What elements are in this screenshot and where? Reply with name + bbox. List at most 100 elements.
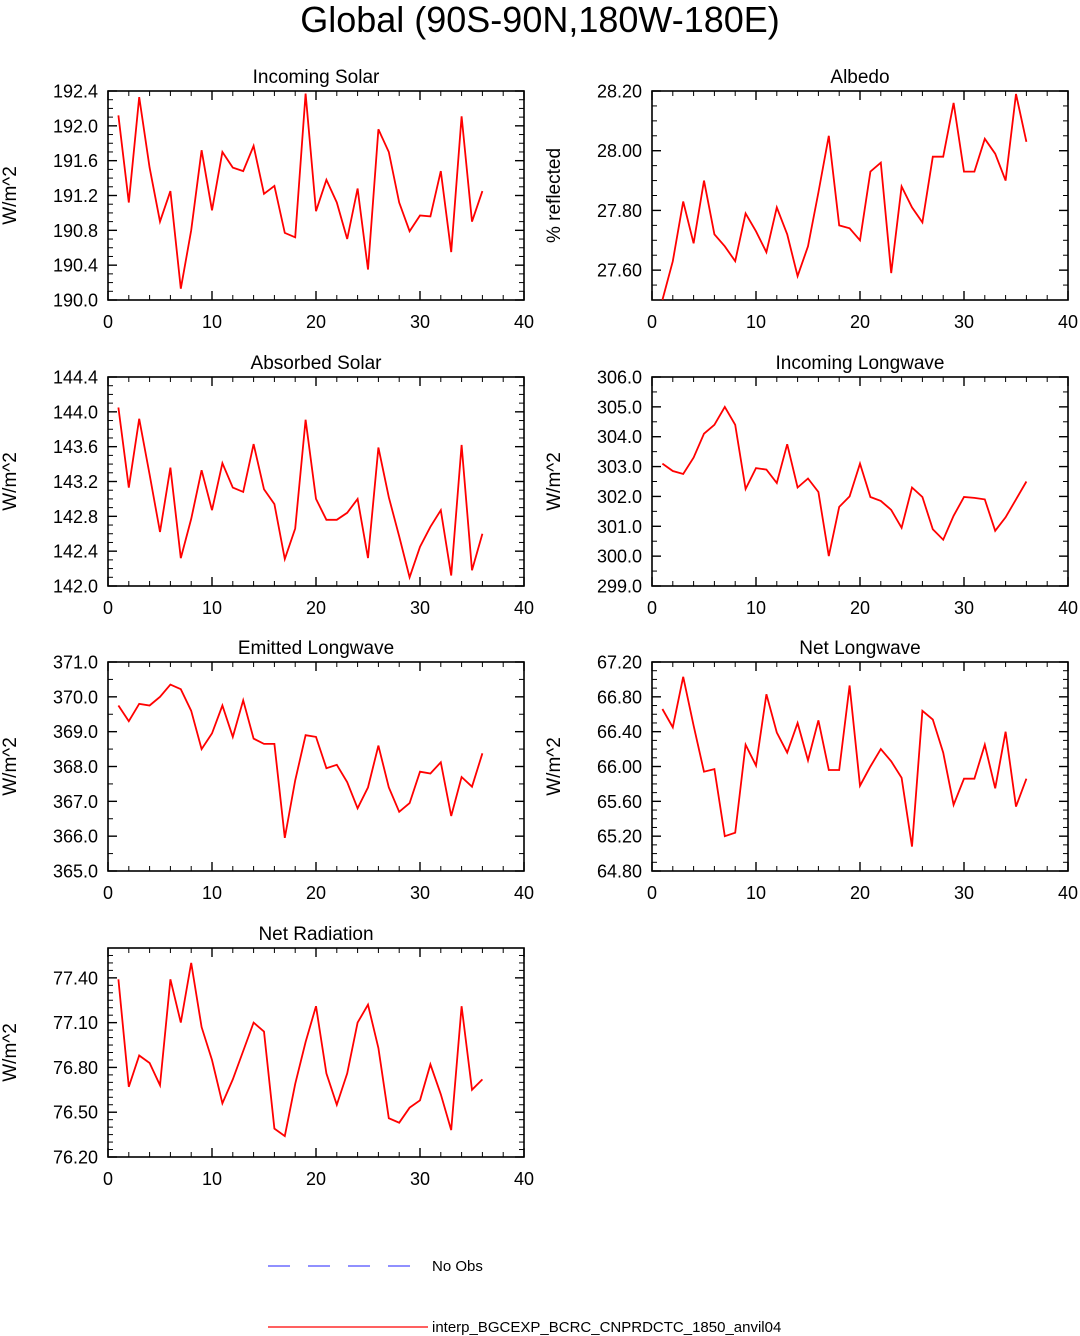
absorbed-solar-ylabel: W/m^2	[0, 452, 21, 511]
incoming-longwave-ytick-label: 303.0	[597, 457, 642, 477]
net-longwave-xtick-label: 40	[1058, 883, 1078, 903]
albedo-xtick-label: 0	[647, 312, 657, 332]
emitted-longwave-ytick-label: 367.0	[53, 792, 98, 812]
chart-absorbed-solar: Absorbed Solar W/m^2 0 10 20 30 40 142.0 142.4 14…	[0, 353, 534, 618]
incoming-solar-xtick-label: 40	[514, 312, 534, 332]
albedo-plot-frame	[651, 90, 1069, 301]
emitted-longwave-series-line	[117, 683, 484, 839]
incoming-longwave-ytick-label: 304.0	[597, 427, 642, 447]
incoming-solar-series-line	[117, 93, 484, 289]
incoming-solar-ytick-label: 191.2	[53, 186, 98, 206]
net-radiation-xtick-label: 10	[202, 1169, 222, 1189]
incoming-longwave-xtick-label: 40	[1058, 598, 1078, 618]
albedo-xtick-label: 20	[850, 312, 870, 332]
net-radiation-ylabel: W/m^2	[0, 1023, 21, 1082]
incoming-longwave-ylabel: W/m^2	[544, 452, 565, 511]
emitted-longwave-ytick-label: 368.0	[53, 757, 98, 777]
net-longwave-ytick-label: 66.40	[597, 722, 642, 742]
net-longwave-ytick-label: 64.80	[597, 862, 642, 882]
absorbed-solar-plot-frame	[107, 376, 525, 587]
net-longwave-ytick-label: 66.00	[597, 757, 642, 777]
incoming-solar-ytick-label: 190.0	[53, 291, 98, 311]
absorbed-solar-ytick-label: 142.0	[53, 577, 98, 597]
emitted-longwave-xtick-label: 0	[103, 883, 113, 903]
absorbed-solar-xtick-label: 10	[202, 598, 222, 618]
net-radiation-xtick-label: 40	[514, 1169, 534, 1189]
incoming-solar-ytick-label: 191.6	[53, 151, 98, 171]
albedo-xtick-label: 10	[746, 312, 766, 332]
net-radiation-xtick-label: 30	[410, 1169, 430, 1189]
absorbed-solar-ytick-label: 142.4	[53, 542, 98, 562]
chart-net-longwave: Net Longwave W/m^2 0 10 20 30 40 64.80 65.20 65.6…	[544, 638, 1078, 903]
net-radiation-ytick-label: 76.20	[53, 1148, 98, 1168]
incoming-longwave-ytick-label: 305.0	[597, 397, 642, 417]
absorbed-solar-xtick-label: 0	[103, 598, 113, 618]
chart-emitted-longwave: Emitted Longwave W/m^2 0 10 20 30 40 365.0 366.0…	[0, 638, 534, 903]
albedo-xtick-label: 40	[1058, 312, 1078, 332]
albedo-title: Albedo	[830, 67, 889, 88]
incoming-longwave-ytick-label: 306.0	[597, 368, 642, 388]
incoming-longwave-title: Incoming Longwave	[776, 353, 945, 374]
albedo-ytick-label: 28.00	[597, 141, 642, 161]
incoming-longwave-ytick-label: 302.0	[597, 487, 642, 507]
net-radiation-ytick-label: 76.80	[53, 1058, 98, 1078]
chart-incoming-solar: Incoming Solar W/m^2 0 10 20 30 40 190.0 190.4 19…	[0, 67, 534, 332]
absorbed-solar-series-line	[117, 407, 484, 581]
incoming-solar-ytick-label: 192.0	[53, 116, 98, 136]
figure-title: Global (90S-90N,180W-180E)	[300, 0, 780, 40]
albedo-ytick-label: 28.20	[597, 82, 642, 102]
emitted-longwave-title: Emitted Longwave	[238, 638, 394, 659]
chart-panels: Incoming Solar W/m^2 0 10 20 30 40 190.0 190.4 19…	[0, 67, 1078, 1189]
absorbed-solar-ytick-label: 142.8	[53, 507, 98, 527]
legend: No Obs interp_BGCEXP_BCRC_CNPRDCTC_1850_…	[268, 1258, 781, 1336]
net-longwave-title: Net Longwave	[799, 638, 920, 659]
net-longwave-series-line	[661, 676, 1028, 847]
absorbed-solar-xtick-label: 30	[410, 598, 430, 618]
incoming-longwave-ytick-label: 301.0	[597, 517, 642, 537]
emitted-longwave-xtick-label: 10	[202, 883, 222, 903]
net-longwave-ytick-label: 67.20	[597, 653, 642, 673]
legend-model-label: interp_BGCEXP_BCRC_CNPRDCTC_1850_anvil04	[432, 1319, 781, 1336]
emitted-longwave-ytick-label: 369.0	[53, 722, 98, 742]
net-longwave-xtick-label: 10	[746, 883, 766, 903]
incoming-solar-title: Incoming Solar	[253, 67, 380, 88]
absorbed-solar-ytick-label: 143.6	[53, 437, 98, 457]
albedo-ytick-label: 27.80	[597, 201, 642, 221]
absorbed-solar-title: Absorbed Solar	[251, 353, 383, 374]
emitted-longwave-xtick-label: 20	[306, 883, 326, 903]
net-radiation-xtick-label: 20	[306, 1169, 326, 1189]
emitted-longwave-ylabel: W/m^2	[0, 737, 21, 796]
net-radiation-title: Net Radiation	[258, 924, 373, 945]
net-radiation-ytick-label: 77.40	[53, 968, 98, 988]
incoming-longwave-ytick-label: 300.0	[597, 547, 642, 567]
emitted-longwave-ytick-label: 366.0	[53, 827, 98, 847]
net-radiation-series-line	[117, 962, 484, 1138]
absorbed-solar-ytick-label: 143.2	[53, 472, 98, 492]
absorbed-solar-ytick-label: 144.0	[53, 402, 98, 422]
net-radiation-ytick-label: 77.10	[53, 1013, 98, 1033]
incoming-longwave-plot-frame	[651, 376, 1069, 587]
albedo-ylabel: % reflected	[544, 148, 565, 243]
emitted-longwave-xtick-label: 30	[410, 883, 430, 903]
incoming-solar-ylabel: W/m^2	[0, 166, 21, 225]
incoming-longwave-series-line	[661, 405, 1028, 557]
net-longwave-xtick-label: 0	[647, 883, 657, 903]
incoming-longwave-xtick-label: 30	[954, 598, 974, 618]
incoming-solar-ytick-label: 190.4	[53, 256, 98, 276]
incoming-solar-ytick-label: 192.4	[53, 82, 98, 102]
incoming-solar-ytick-label: 190.8	[53, 221, 98, 241]
net-longwave-xtick-label: 20	[850, 883, 870, 903]
incoming-longwave-ytick-label: 299.0	[597, 577, 642, 597]
incoming-solar-xtick-label: 0	[103, 312, 113, 332]
emitted-longwave-ytick-label: 371.0	[53, 653, 98, 673]
incoming-solar-xtick-label: 10	[202, 312, 222, 332]
legend-obs-label: No Obs	[432, 1258, 483, 1275]
net-longwave-ytick-label: 65.20	[597, 827, 642, 847]
net-longwave-ytick-label: 65.60	[597, 792, 642, 812]
incoming-longwave-xtick-label: 10	[746, 598, 766, 618]
incoming-solar-xtick-label: 20	[306, 312, 326, 332]
incoming-solar-xtick-label: 30	[410, 312, 430, 332]
emitted-longwave-ytick-label: 370.0	[53, 687, 98, 707]
net-longwave-ytick-label: 66.80	[597, 687, 642, 707]
